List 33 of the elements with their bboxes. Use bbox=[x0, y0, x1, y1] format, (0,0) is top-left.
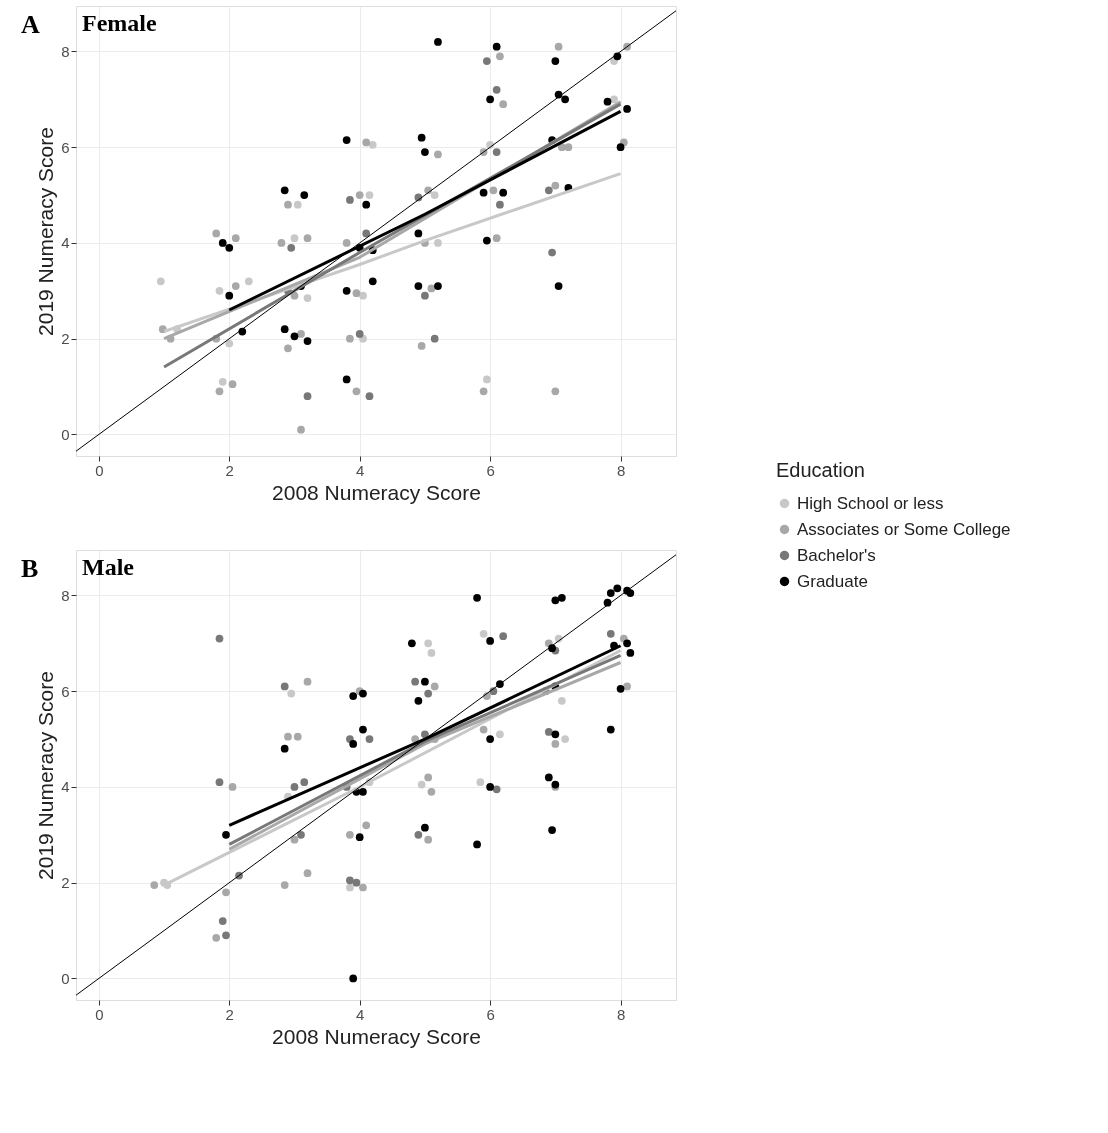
x-tick-label: 0 bbox=[95, 1005, 104, 1023]
y-tick-label: 0 bbox=[61, 425, 70, 443]
legend-title: Education bbox=[776, 459, 865, 481]
legend-label: High School or less bbox=[797, 493, 944, 513]
y-tick-label: 2 bbox=[61, 874, 70, 892]
x-tick-label: 4 bbox=[356, 1005, 365, 1023]
x-tick-label: 6 bbox=[486, 461, 495, 479]
x-axis-title: 2008 Numeracy Score bbox=[272, 1024, 481, 1048]
chart-title: Female bbox=[82, 10, 157, 36]
y-tick-label: 4 bbox=[61, 234, 70, 252]
x-axis-title: 2008 Numeracy Score bbox=[272, 480, 481, 504]
x-tick-label: 2 bbox=[225, 1005, 234, 1023]
x-tick-label: 4 bbox=[356, 461, 365, 479]
y-axis-title: 2019 Numeracy Score bbox=[34, 127, 58, 336]
y-axis-title: 2019 Numeracy Score bbox=[34, 671, 58, 880]
x-tick-label: 0 bbox=[95, 461, 104, 479]
x-tick-label: 2 bbox=[225, 461, 234, 479]
x-tick-label: 8 bbox=[616, 1005, 626, 1023]
legend-label: Associates or Some College bbox=[797, 519, 1011, 539]
text: B bbox=[21, 554, 39, 583]
y-tick-label: 6 bbox=[61, 682, 70, 700]
chart-title: Male bbox=[82, 554, 135, 580]
x-tick-label: 6 bbox=[486, 1005, 495, 1023]
legend-label: Bachelor's bbox=[797, 545, 876, 565]
y-tick-label: 8 bbox=[61, 42, 70, 60]
y-tick-label: 0 bbox=[61, 969, 70, 987]
y-tick-label: 2 bbox=[61, 330, 70, 348]
y-tick-label: 8 bbox=[61, 586, 70, 604]
x-tick-label: 8 bbox=[616, 461, 626, 479]
y-tick-label: 4 bbox=[61, 778, 70, 796]
y-tick-label: 6 bbox=[61, 138, 70, 156]
text: A bbox=[21, 10, 40, 39]
legend-label: Graduate bbox=[797, 571, 868, 591]
